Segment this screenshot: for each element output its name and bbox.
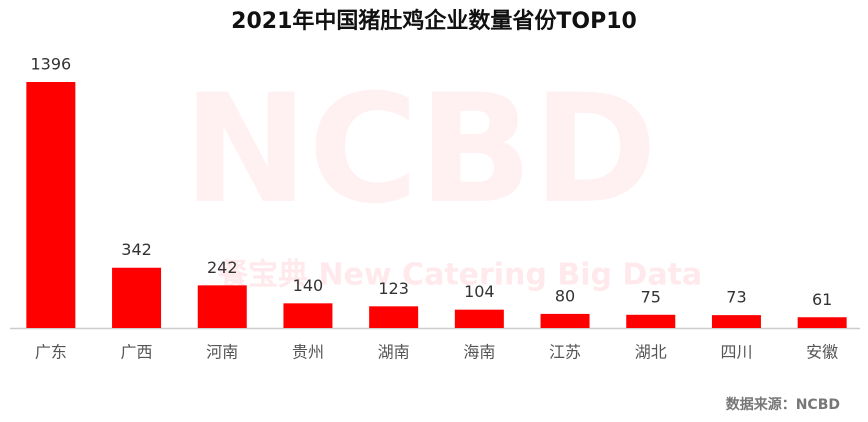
watermark: 餐宝典 New Catering Big Data (218, 258, 702, 293)
value-label: 140 (293, 276, 324, 295)
chart-title: 2021年中国猪肚鸡企业数量省份TOP10 (231, 8, 637, 34)
value-label: 61 (812, 290, 832, 309)
value-label: 242 (207, 258, 238, 277)
value-label: 104 (464, 282, 495, 301)
x-tick-label: 广西 (121, 343, 153, 362)
value-label: 123 (378, 279, 409, 298)
bar (797, 317, 847, 328)
x-tick-label: 河南 (206, 343, 238, 362)
x-tick-label: 湖南 (378, 343, 410, 362)
x-tick-label: 贵州 (292, 343, 324, 362)
source-note: 数据来源：NCBD (726, 396, 840, 413)
x-tick-label: 江苏 (549, 343, 581, 362)
x-tick-label: 海南 (463, 343, 495, 362)
value-label: 80 (555, 286, 575, 305)
watermark: NCBD (183, 63, 657, 237)
x-tick-label: 四川 (720, 343, 752, 362)
bar (26, 82, 76, 328)
value-label: 342 (121, 240, 152, 259)
value-label: 73 (726, 288, 746, 307)
bar (197, 285, 247, 328)
value-label: 75 (641, 287, 661, 306)
x-tick-label: 湖北 (635, 343, 667, 362)
x-tick-label: 安徽 (806, 343, 838, 362)
value-label: 1396 (30, 55, 71, 74)
bar (112, 267, 162, 328)
bar (711, 315, 761, 328)
bar (283, 303, 333, 328)
bar (540, 313, 590, 328)
bar (626, 314, 676, 328)
bar (369, 306, 419, 328)
bar (454, 309, 504, 328)
x-tick-label: 广东 (35, 343, 67, 362)
